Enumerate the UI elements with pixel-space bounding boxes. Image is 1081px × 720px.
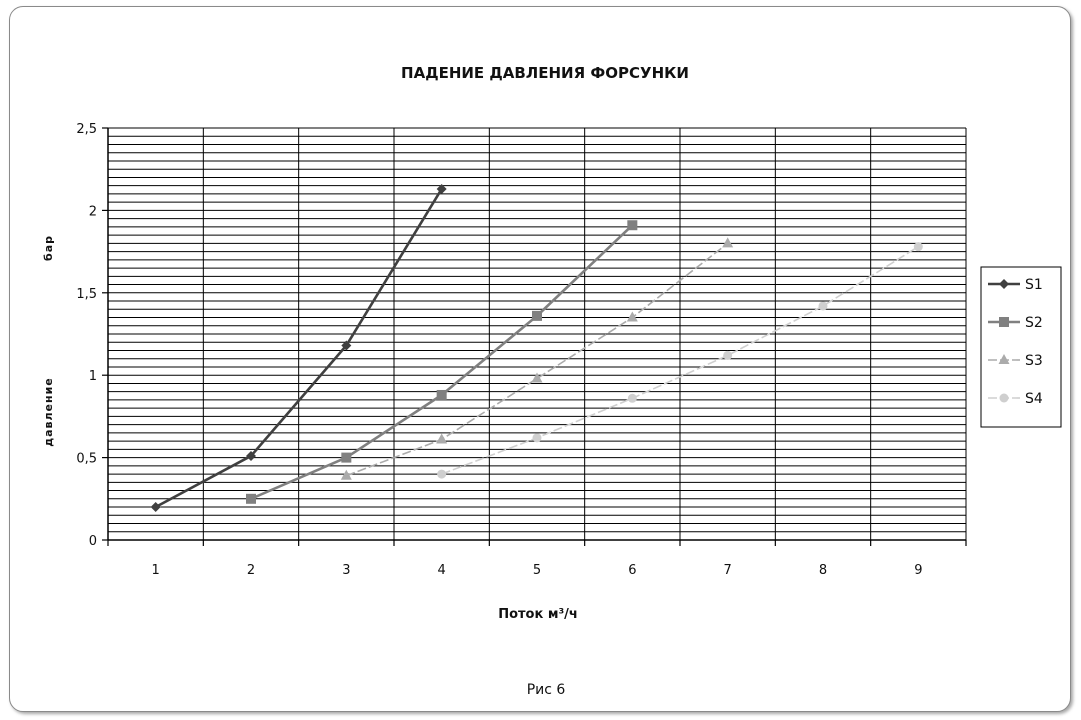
data-point-s3 [531,372,543,383]
legend-label: S1 [1025,277,1043,293]
data-point-s4 [723,350,733,360]
y-tick-label: 2 [89,204,97,219]
x-tick-label: 7 [724,563,732,578]
data-point-s4 [532,433,542,443]
legend-label: S3 [1025,353,1043,369]
x-tick-label: 1 [152,563,160,578]
figure-caption: Рис 6 [527,682,566,698]
y-axis-title-quantity: давление [42,377,55,447]
axes: 0 0,5 1 1,5 2 2,5 1 2 3 4 5 6 7 8 9 [76,122,967,578]
x-tick-label: 5 [533,563,541,578]
data-point-s2 [436,389,447,400]
x-tick-label: 6 [628,563,636,578]
x-tick-label: 4 [438,563,446,578]
x-tick-label: 2 [247,563,255,578]
chart-title: ПАДЕНИЕ ДАВЛЕНИЯ ФОРСУНКИ [401,64,689,82]
grid [108,127,967,540]
series-line-s3 [346,242,729,477]
data-point-s2 [532,310,542,321]
x-tick-label: 8 [819,563,827,578]
x-tick-label: 9 [914,563,922,578]
y-tick-label: 1,5 [76,287,97,302]
legend-item-s1: S1 [988,277,1043,293]
legend-item-s4: S4 [988,391,1043,407]
x-tick-label: 3 [342,563,350,578]
y-tick-label: 1 [89,369,97,384]
series-layer [150,183,923,513]
legend-item-s3: S3 [988,353,1043,369]
data-point-s4 [437,469,447,479]
legend-label: S2 [1025,315,1043,331]
data-point-s4 [818,301,828,311]
series-s4 [437,242,923,479]
legend-swatch-marker [999,317,1009,327]
data-point-s1 [341,340,352,351]
legend-label: S4 [1025,391,1043,407]
data-point-s3 [340,469,352,480]
legend-swatch-marker [998,354,1010,364]
legend-box [980,266,1062,428]
data-point-s2 [627,220,638,231]
legend-swatch-marker [999,279,1009,289]
x-axis-title: Поток м³/ч [498,607,578,622]
series-s2 [246,220,638,504]
series-line-s1 [155,188,443,509]
data-point-s4 [913,242,923,252]
legend: S1 S2 S3 S4 [980,266,1062,428]
y-tick-label: 2,5 [76,122,97,137]
data-point-s2 [341,452,352,463]
legend-swatch-marker [999,393,1009,403]
y-tick-label: 0,5 [76,452,97,467]
data-point-s4 [627,393,637,403]
data-point-s1 [150,502,161,513]
data-point-s2 [246,493,256,504]
data-point-s1 [246,450,256,461]
series-s1 [150,183,447,513]
series-s3 [340,237,734,480]
y-tick-label: 0 [89,534,97,549]
data-point-s1 [436,183,447,194]
data-point-s3 [626,311,638,322]
data-point-s3 [722,237,734,248]
legend-item-s2: S2 [988,315,1043,331]
data-point-s3 [436,433,448,444]
y-axis-title-unit: бар [42,235,55,261]
series-line-s4 [441,245,919,475]
